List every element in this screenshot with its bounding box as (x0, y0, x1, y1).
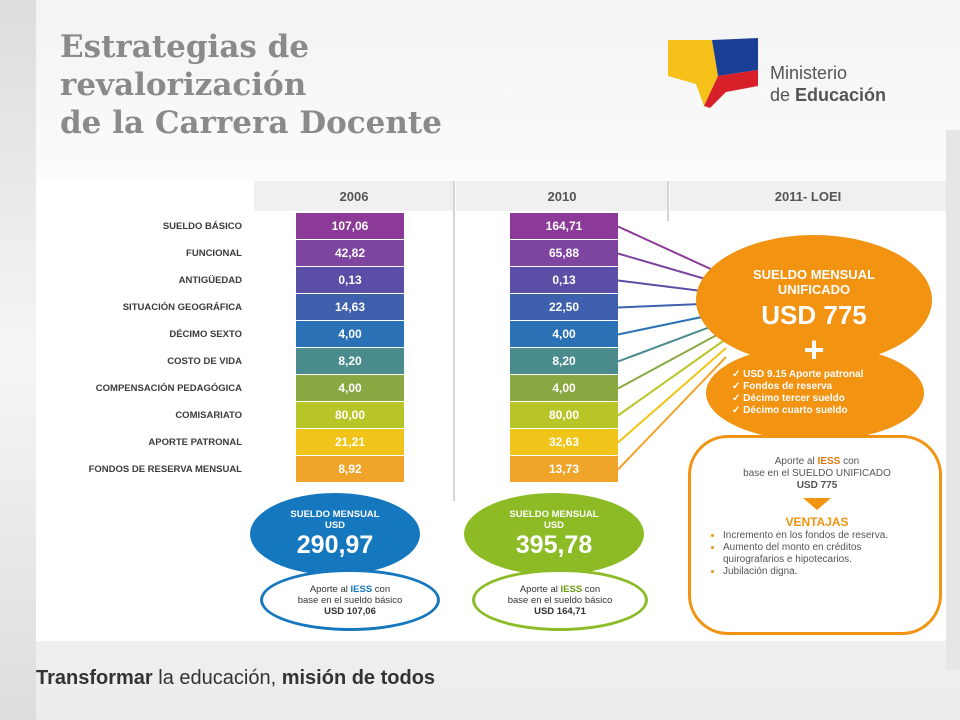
value-cell-2010: 13,73 (510, 456, 618, 482)
value-cell-2010: 4,00 (510, 321, 618, 347)
value-cell-2006: 14,63 (296, 294, 404, 320)
connector-line (617, 338, 727, 417)
row-label: COMPENSACIÓN PEDAGÓGICA (95, 383, 242, 394)
row-label: APORTE PATRONAL (148, 437, 242, 448)
total-2010-badge: SUELDO MENSUAL USD 395,78 (464, 493, 644, 575)
connector-line (617, 347, 727, 444)
ministerio-logo: Ministerio de Educación (666, 36, 916, 112)
ventajas-list: Incremento en los fondos de reserva. Aum… (723, 530, 925, 578)
background-decoration (0, 0, 36, 720)
value-cell-2010: 0,13 (510, 267, 618, 293)
value-cell-2006: 4,00 (296, 321, 404, 347)
plus-sign: + (803, 329, 825, 370)
row-label: SUELDO BÁSICO (162, 221, 242, 232)
row-label: FUNCIONAL (186, 248, 242, 259)
value-cell-2006: 4,00 (296, 375, 404, 401)
row-label: FONDOS DE RESERVA MENSUAL (88, 464, 242, 475)
footer-slogan: Transformar la educación, misión de todo… (36, 667, 436, 689)
value-cell-2010: 8,20 (510, 348, 618, 374)
flag-icon (668, 38, 758, 108)
loei-salary-badge: SUELDO MENSUAL UNIFICADO USD 775 (696, 235, 932, 365)
value-cell-2010: 164,71 (510, 213, 618, 239)
column-header-loei: 2011- LOEI (670, 181, 946, 211)
page-title: Estrategias de revalorización de la Carr… (60, 29, 442, 141)
column-header-2010: 2010 (456, 181, 668, 211)
connector-line (617, 329, 727, 390)
divider (667, 181, 669, 221)
divider (453, 181, 455, 501)
logo-text-line2: de Educación (770, 85, 887, 105)
total-2006-badge: SUELDO MENSUAL USD 290,97 (250, 493, 420, 575)
value-cell-2006: 107,06 (296, 213, 404, 239)
row-label: COMISARIATO (175, 410, 242, 421)
comparison-panel: 2006 2010 2011- LOEI SUELDO BÁSICO 107,06… (36, 181, 946, 641)
value-cell-2006: 8,92 (296, 456, 404, 482)
value-cell-2006: 8,20 (296, 348, 404, 374)
row-label: DÉCIMO SEXTO (169, 329, 242, 340)
down-arrow-icon (803, 498, 831, 510)
value-cell-2006: 42,82 (296, 240, 404, 266)
value-cell-2006: 0,13 (296, 267, 404, 293)
row-label: COSTO DE VIDA (167, 356, 242, 367)
value-cell-2006: 80,00 (296, 402, 404, 428)
iess-2006-note: Aporte al IESS con base en el sueldo bás… (260, 569, 440, 631)
value-cell-2010: 4,00 (510, 375, 618, 401)
column-header-2006: 2006 (254, 181, 454, 211)
background-decoration (946, 130, 960, 670)
connector-line (617, 356, 727, 471)
value-cell-2006: 21,21 (296, 429, 404, 455)
loei-benefits: ✓ USD 9.15 Aporte patronal ✓ Fondos de r… (706, 345, 924, 441)
loei-iess-box: Aporte al IESS con base en el SUELDO UNI… (688, 435, 942, 635)
row-label: ANTIGÜEDAD (178, 275, 242, 286)
value-cell-2010: 80,00 (510, 402, 618, 428)
iess-2010-note: Aporte al IESS con base en el sueldo bás… (472, 569, 648, 631)
logo-text-line1: Ministerio (770, 63, 848, 83)
row-label: SITUACIÓN GEOGRÁFICA (122, 302, 242, 313)
connector-line (617, 225, 727, 277)
value-cell-2010: 65,88 (510, 240, 618, 266)
value-cell-2010: 32,63 (510, 429, 618, 455)
value-cell-2010: 22,50 (510, 294, 618, 320)
